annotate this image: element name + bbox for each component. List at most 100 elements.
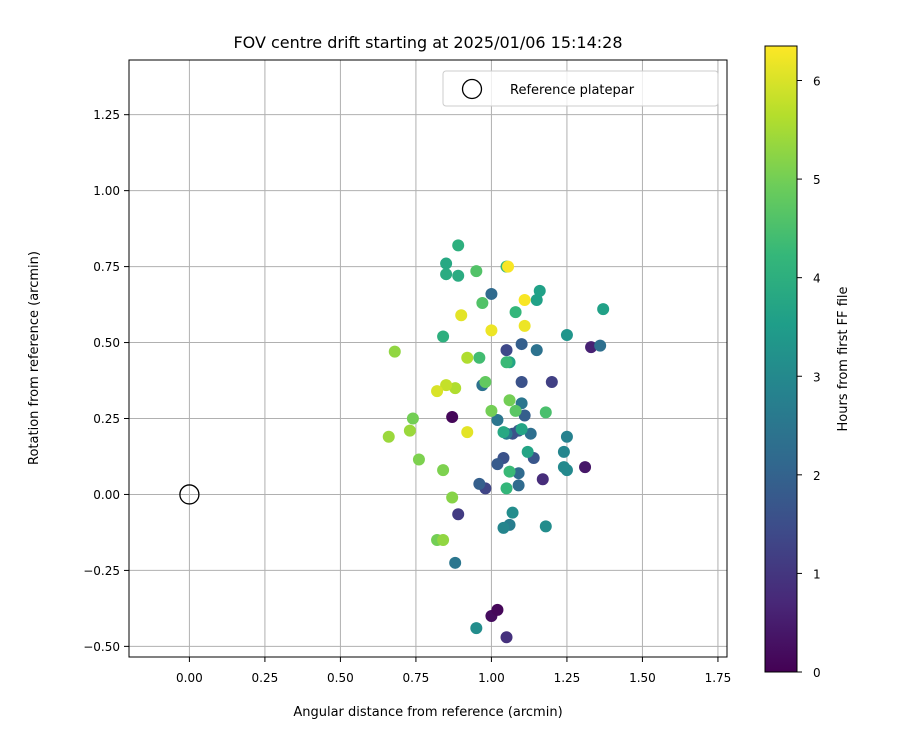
scatter-point (485, 404, 498, 417)
colorbar: 0 1 2 3 4 5 6 Hours from first FF file (764, 45, 851, 680)
scatter-point (497, 521, 510, 534)
scatter-point (597, 303, 610, 316)
colorbar-label: Hours from first FF file (836, 286, 851, 431)
scatter-point (533, 284, 546, 297)
scatter-point (530, 344, 543, 357)
scatter-point (524, 427, 537, 440)
scatter-point (515, 423, 528, 436)
scatter-point (509, 404, 522, 417)
legend-label-reference: Reference platepar (510, 83, 635, 98)
colorbar-gradient (764, 45, 798, 673)
scatter-points (382, 239, 610, 644)
scatter-point (452, 508, 465, 521)
y-tick-label: 0.25 (93, 412, 120, 426)
y-tick-label: 1.00 (93, 184, 120, 198)
x-tick-label: 1.75 (705, 671, 732, 685)
scatter-point (403, 424, 416, 437)
scatter-point (512, 467, 525, 480)
scatter-point (518, 294, 531, 307)
scatter-point (560, 430, 573, 443)
plot-frame (128, 59, 728, 658)
y-tick-label: 0.75 (93, 260, 120, 274)
scatter-point (431, 385, 444, 398)
scatter-point (579, 461, 592, 474)
scatter-point (515, 338, 528, 351)
scatter-point (585, 341, 598, 354)
scatter-point (560, 464, 573, 477)
scatter-point (388, 345, 401, 358)
colorbar-tick-label: 5 (813, 173, 821, 187)
reference-platepar-marker (179, 484, 200, 505)
scatter-point (412, 453, 425, 466)
legend: Reference platepar (442, 70, 719, 107)
scatter-point (452, 239, 465, 252)
x-tick-label: 1.50 (629, 671, 656, 685)
x-tick-label: 0.75 (403, 671, 430, 685)
scatter-point (518, 319, 531, 332)
scatter-point (461, 351, 474, 364)
y-tick-label: −0.25 (83, 564, 120, 578)
x-axis-ticks: 0.00 0.25 0.50 0.75 1.00 1.25 1.50 1.75 (176, 657, 731, 685)
scatter-point (479, 376, 492, 389)
scatter-point (509, 306, 522, 319)
scatter-point (502, 260, 515, 273)
scatter-point (485, 324, 498, 337)
scatter-point (476, 297, 489, 310)
colorbar-tick-label: 2 (813, 469, 821, 483)
y-axis-ticks: −0.50 −0.25 0.00 0.25 0.50 0.75 1.00 1.25 (83, 108, 129, 654)
scatter-point (491, 458, 504, 471)
scatter-point (446, 491, 459, 504)
scatter-point (512, 479, 525, 492)
scatter-point (449, 382, 462, 395)
x-tick-label: 0.25 (252, 671, 279, 685)
chart-title: FOV centre drift starting at 2025/01/06 … (233, 33, 622, 52)
y-tick-label: 1.25 (93, 108, 120, 122)
scatter-point (560, 328, 573, 341)
y-axis-label: Rotation from reference (arcmin) (27, 251, 42, 465)
scatter-point (539, 520, 552, 533)
scatter-point (470, 622, 483, 635)
scatter-point (437, 534, 450, 547)
scatter-point (500, 482, 513, 495)
scatter-point (455, 309, 468, 322)
scatter-point (437, 464, 450, 477)
scatter-point (536, 473, 549, 486)
x-axis-label: Angular distance from reference (arcmin) (293, 705, 562, 720)
colorbar-tick-label: 4 (813, 272, 821, 286)
scatter-point (515, 376, 528, 389)
scatter-point (539, 406, 552, 419)
scatter-point (485, 287, 498, 300)
scatter-point (491, 414, 504, 427)
x-tick-label: 0.00 (176, 671, 203, 685)
scatter-point (503, 394, 516, 407)
scatter-point (500, 631, 513, 644)
scatter-point (452, 269, 465, 282)
y-tick-label: 0.00 (93, 488, 120, 502)
scatter-point (440, 257, 453, 270)
legend-box (442, 70, 719, 107)
scatter-point (446, 410, 459, 423)
scatter-point (530, 294, 543, 307)
scatter-point (503, 465, 516, 478)
scatter-point (557, 445, 570, 458)
colorbar-tick-label: 3 (813, 370, 821, 384)
y-tick-label: −0.50 (83, 640, 120, 654)
x-tick-label: 1.00 (478, 671, 505, 685)
scatter-point (497, 426, 510, 439)
scatter-point (437, 330, 450, 343)
scatter-point (470, 265, 483, 278)
scatter-point (521, 445, 534, 458)
scatter-point (506, 506, 519, 519)
scatter-point (440, 268, 453, 281)
colorbar-ticks: 0 1 2 3 4 5 6 (797, 75, 821, 680)
y-tick-label: 0.50 (93, 336, 120, 350)
scatter-point (382, 430, 395, 443)
scatter-point (518, 409, 531, 422)
colorbar-tick-label: 6 (813, 75, 821, 89)
x-tick-label: 0.50 (327, 671, 354, 685)
scatter-point (545, 376, 558, 389)
scatter-point (500, 356, 513, 369)
x-tick-label: 1.25 (554, 671, 581, 685)
